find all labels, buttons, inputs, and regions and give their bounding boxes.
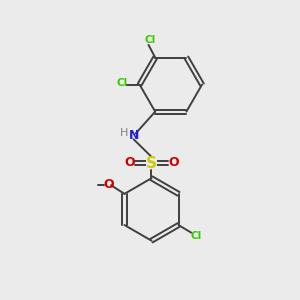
Text: O: O (103, 178, 114, 191)
FancyBboxPatch shape (146, 158, 158, 169)
Text: O: O (168, 156, 179, 169)
Text: S: S (146, 156, 157, 171)
Text: H: H (120, 128, 128, 138)
Text: N: N (128, 129, 139, 142)
Text: Cl: Cl (190, 231, 201, 241)
Text: Cl: Cl (144, 35, 156, 46)
Text: O: O (124, 156, 135, 169)
Text: Cl: Cl (116, 78, 128, 88)
